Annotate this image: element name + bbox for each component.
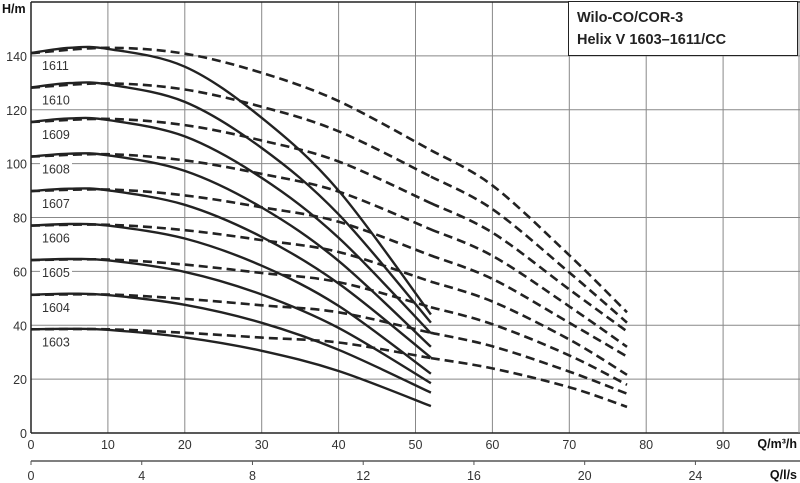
curves <box>30 45 628 409</box>
x2-tick-label: 16 <box>467 469 481 483</box>
axes: 0 10 20 30 40 50 60 70 80 90 0 20 40 60 80 100 120 140 0 4 8… <box>6 1 800 483</box>
x2-tick-label: 24 <box>688 469 702 483</box>
y-tick-label: 100 <box>6 158 27 172</box>
x-tick-label: 80 <box>639 438 653 452</box>
x2-tick-label: 8 <box>249 469 256 483</box>
curve-labels: 1603 1604 1605 1606 1607 1608 1609 1610 1611 <box>40 57 72 350</box>
x2-tick-label: 12 <box>356 469 370 483</box>
y-tick-label: 140 <box>6 50 27 64</box>
y-tick-label: 0 <box>20 427 27 441</box>
solid-curve-1610 <box>30 81 432 324</box>
solid-curve-1608 <box>30 152 432 348</box>
curve-label-bg <box>40 161 72 177</box>
y-tick-label: 60 <box>13 265 27 279</box>
curve-label: 1611 <box>42 59 69 73</box>
curve-label: 1604 <box>42 301 70 315</box>
x-tick-label: 10 <box>101 438 115 452</box>
curve-label: 1607 <box>42 197 70 211</box>
title-box: Wilo-CO/COR-3 Helix V 1603–1611/CC <box>568 1 798 56</box>
curve-label-bg <box>40 126 72 142</box>
solid-curve-1604 <box>30 292 432 394</box>
y-tick-label: 120 <box>6 104 27 118</box>
curve-label-bg <box>40 230 72 246</box>
curve-label-bg <box>40 196 72 212</box>
curve-label: 1606 <box>42 232 70 246</box>
solid-curve-1605 <box>30 257 432 385</box>
x-tick-label: 0 <box>28 438 35 452</box>
y-tick-label: 40 <box>13 319 27 333</box>
y-axis-title: H/m <box>2 2 26 16</box>
curve-label: 1608 <box>42 163 70 177</box>
chart-title-line-2: Helix V 1603–1611/CC <box>577 32 727 48</box>
x-tick-label: 90 <box>716 438 730 452</box>
solid-curve-1603 <box>30 327 432 408</box>
curve-label-bg <box>40 334 72 350</box>
curve-label-bg <box>40 92 72 108</box>
x-tick-label: 70 <box>562 438 576 452</box>
curve-label-bg <box>40 265 72 281</box>
curve-label: 1609 <box>42 128 70 142</box>
x2-axis-title: Q/l/s <box>770 468 797 482</box>
grid <box>31 2 800 433</box>
x2-tick-label: 4 <box>138 469 145 483</box>
solid-curve-1609 <box>30 116 432 335</box>
curve-label: 1603 <box>42 335 70 349</box>
x-tick-label: 30 <box>255 438 269 452</box>
curve-label: 1605 <box>42 266 70 280</box>
solid-curve-1611 <box>30 45 432 316</box>
x-tick-label: 50 <box>409 438 423 452</box>
curve-label: 1610 <box>42 93 70 107</box>
y-tick-label: 80 <box>13 212 27 226</box>
x-axis-title: Q/m³/h <box>757 437 797 451</box>
solid-curve-1607 <box>30 187 432 359</box>
x-tick-label: 60 <box>485 438 499 452</box>
solid-curve-1606 <box>30 222 432 375</box>
curve-label-bg <box>40 299 72 315</box>
x-tick-label: 20 <box>178 438 192 452</box>
x2-tick-label: 20 <box>578 469 592 483</box>
x2-tick-label: 0 <box>28 469 35 483</box>
chart-title-line-1: Wilo-CO/COR-3 <box>577 10 684 26</box>
x-tick-label: 40 <box>332 438 346 452</box>
curve-label-bg <box>40 57 72 73</box>
y-tick-label: 20 <box>13 373 27 387</box>
